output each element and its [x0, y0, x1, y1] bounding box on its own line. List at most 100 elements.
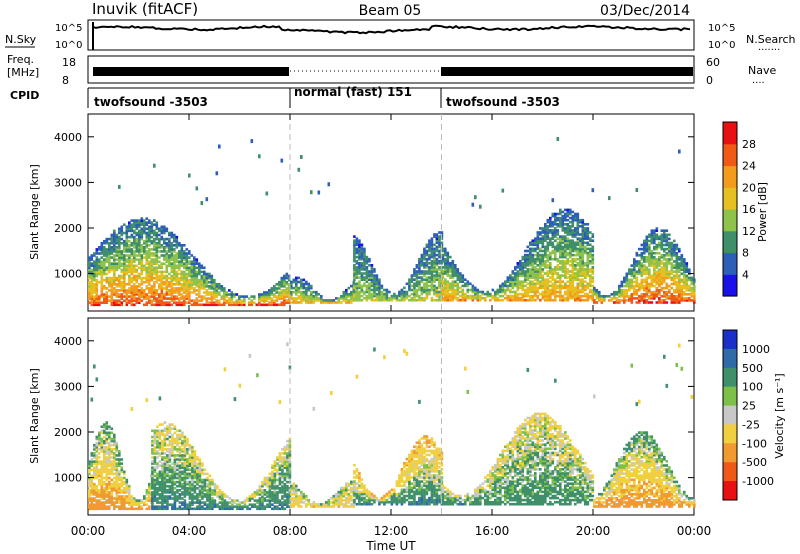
heatmap-cell	[148, 237, 151, 241]
heatmap-cell	[589, 274, 592, 277]
heatmap-cell	[365, 288, 369, 292]
heatmap-cell	[370, 276, 374, 279]
heatmap-cell	[559, 247, 562, 251]
heatmap-cell	[655, 260, 659, 263]
heatmap-cell	[153, 219, 156, 222]
heatmap-cell	[163, 276, 166, 280]
heatmap-cell	[125, 497, 129, 500]
heatmap-cell	[115, 276, 119, 280]
heatmap-cell	[178, 493, 182, 496]
heatmap-cell	[143, 276, 146, 280]
heatmap-cell	[125, 291, 129, 294]
heatmap-cell	[380, 292, 384, 296]
heatmap-cell	[302, 297, 306, 300]
heatmap-cell	[559, 292, 562, 296]
heatmap-cell	[113, 299, 116, 302]
heatmap-cell	[469, 294, 472, 298]
heatmap-cell	[444, 264, 447, 267]
heatmap-cell	[95, 289, 99, 292]
noise-panel: N.Sky 10^5 10^0 10^5 10^0 N.Search .....…	[5, 19, 796, 53]
heatmap-cell	[138, 505, 141, 508]
heatmap-cell	[161, 452, 164, 455]
heatmap-cell	[363, 296, 366, 300]
heatmap-cell	[584, 229, 587, 232]
heatmap-cell	[375, 294, 379, 298]
heatmap-cell	[163, 303, 166, 307]
heatmap-cell	[536, 272, 540, 275]
heatmap-cell	[564, 264, 567, 267]
heatmap-cell	[153, 460, 157, 463]
heatmap-cell	[185, 289, 189, 292]
heatmap-cell	[433, 278, 436, 281]
heatmap-cell	[178, 495, 182, 498]
heatmap-cell	[100, 270, 104, 274]
heatmap-cell	[265, 295, 269, 298]
heatmap-cell	[506, 294, 510, 298]
heatmap-cell	[456, 272, 460, 275]
heatmap-cell	[151, 484, 154, 488]
heatmap-cell	[358, 270, 361, 273]
heatmap-cell	[140, 229, 144, 233]
heatmap-cell	[529, 247, 532, 251]
heatmap-cell	[110, 497, 114, 500]
heatmap-cell	[283, 274, 286, 278]
heatmap-cell	[544, 255, 547, 259]
heatmap-cell	[529, 290, 532, 294]
heatmap-cell	[400, 298, 404, 302]
heatmap-cell	[579, 247, 582, 251]
heatmap-cell	[603, 299, 606, 302]
heatmap-cell	[163, 229, 166, 233]
heatmap-cell	[428, 288, 431, 292]
heatmap-cell	[673, 278, 676, 282]
heatmap-cell	[156, 425, 159, 428]
heatmap-cell	[576, 286, 580, 290]
heatmap-cell	[208, 274, 211, 278]
heatmap-cell	[156, 497, 159, 500]
heatmap-cell	[273, 287, 276, 290]
heatmap-cell	[155, 225, 159, 229]
heatmap-cell	[566, 214, 570, 218]
heatmap-cell	[130, 266, 134, 270]
heatmap-cell	[655, 288, 659, 292]
heatmap-cell	[519, 270, 522, 273]
heatmap-cell	[566, 208, 570, 212]
heatmap-cell	[165, 237, 169, 241]
heatmap-cell	[680, 264, 684, 267]
heatmap-cell	[640, 280, 644, 284]
heatmap-cell	[650, 295, 654, 298]
heatmap-cell	[95, 474, 99, 478]
heatmap-cell	[658, 262, 661, 265]
heatmap-cell	[415, 274, 419, 277]
heatmap-cell	[675, 268, 679, 271]
heatmap-cell	[584, 251, 587, 255]
heatmap-cell	[98, 456, 101, 459]
heatmap-cell	[581, 272, 585, 275]
heatmap-cell	[441, 266, 445, 269]
heatmap-cell	[576, 284, 580, 288]
heatmap-cell	[423, 272, 426, 275]
heatmap-cell	[176, 484, 179, 488]
heatmap-cell	[574, 296, 577, 300]
heatmap-cell	[156, 476, 159, 480]
heatmap-cell	[228, 289, 231, 292]
heatmap-cell	[175, 303, 179, 307]
heatmap-cell	[128, 248, 131, 251]
heatmap-cell	[148, 495, 151, 498]
heatmap-cell	[181, 443, 184, 447]
heatmap-cell	[360, 276, 364, 279]
heatmap-cell	[155, 274, 159, 278]
heatmap-cell	[145, 266, 149, 270]
heatmap-cell	[103, 258, 106, 261]
heatmap-cell	[307, 301, 311, 304]
heatmap-cell	[148, 489, 151, 492]
heatmap-cell	[166, 460, 169, 463]
heatmap-cell	[554, 298, 557, 302]
heatmap-cell	[544, 290, 547, 294]
heatmap-cell	[108, 441, 111, 445]
heatmap-cell	[430, 264, 434, 267]
heatmap-cell	[166, 448, 169, 451]
heatmap-cell	[153, 293, 156, 296]
heatmap-cell	[561, 264, 565, 267]
heatmap-cell	[521, 262, 525, 265]
heatmap-cell	[353, 239, 356, 242]
